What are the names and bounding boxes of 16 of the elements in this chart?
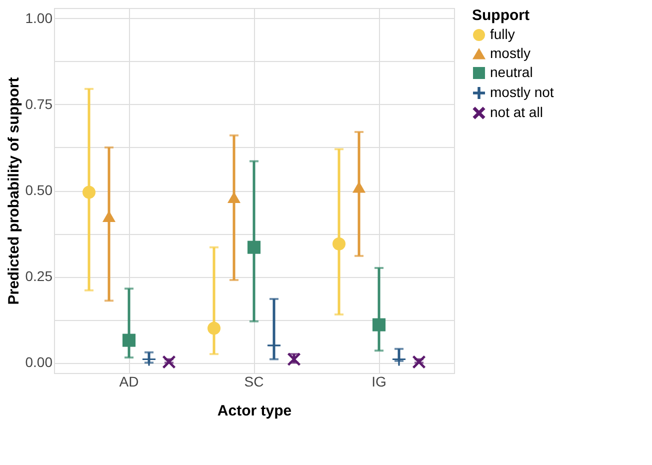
x-tick-label: SC — [244, 374, 264, 390]
x-tick-label: AD — [119, 374, 139, 390]
y-tick-label: 0.50 — [25, 182, 53, 198]
legend-label: not at all — [490, 104, 543, 120]
y-tick-label: 0.75 — [25, 96, 53, 112]
y-tick-label: 0.25 — [25, 268, 53, 284]
legend-label: mostly — [490, 45, 530, 61]
legend-label: fully — [490, 26, 515, 42]
legend-label: neutral — [490, 64, 533, 80]
y-tick-label: 0.00 — [25, 354, 53, 370]
legend-title: Support — [472, 7, 530, 24]
y-axis-title: Predicted probability of support — [5, 77, 22, 305]
x-axis-title: Actor type — [217, 402, 292, 420]
legend-label: mostly not — [490, 84, 554, 100]
y-tick-label: 1.00 — [25, 10, 53, 26]
x-tick-label: IG — [372, 374, 386, 390]
